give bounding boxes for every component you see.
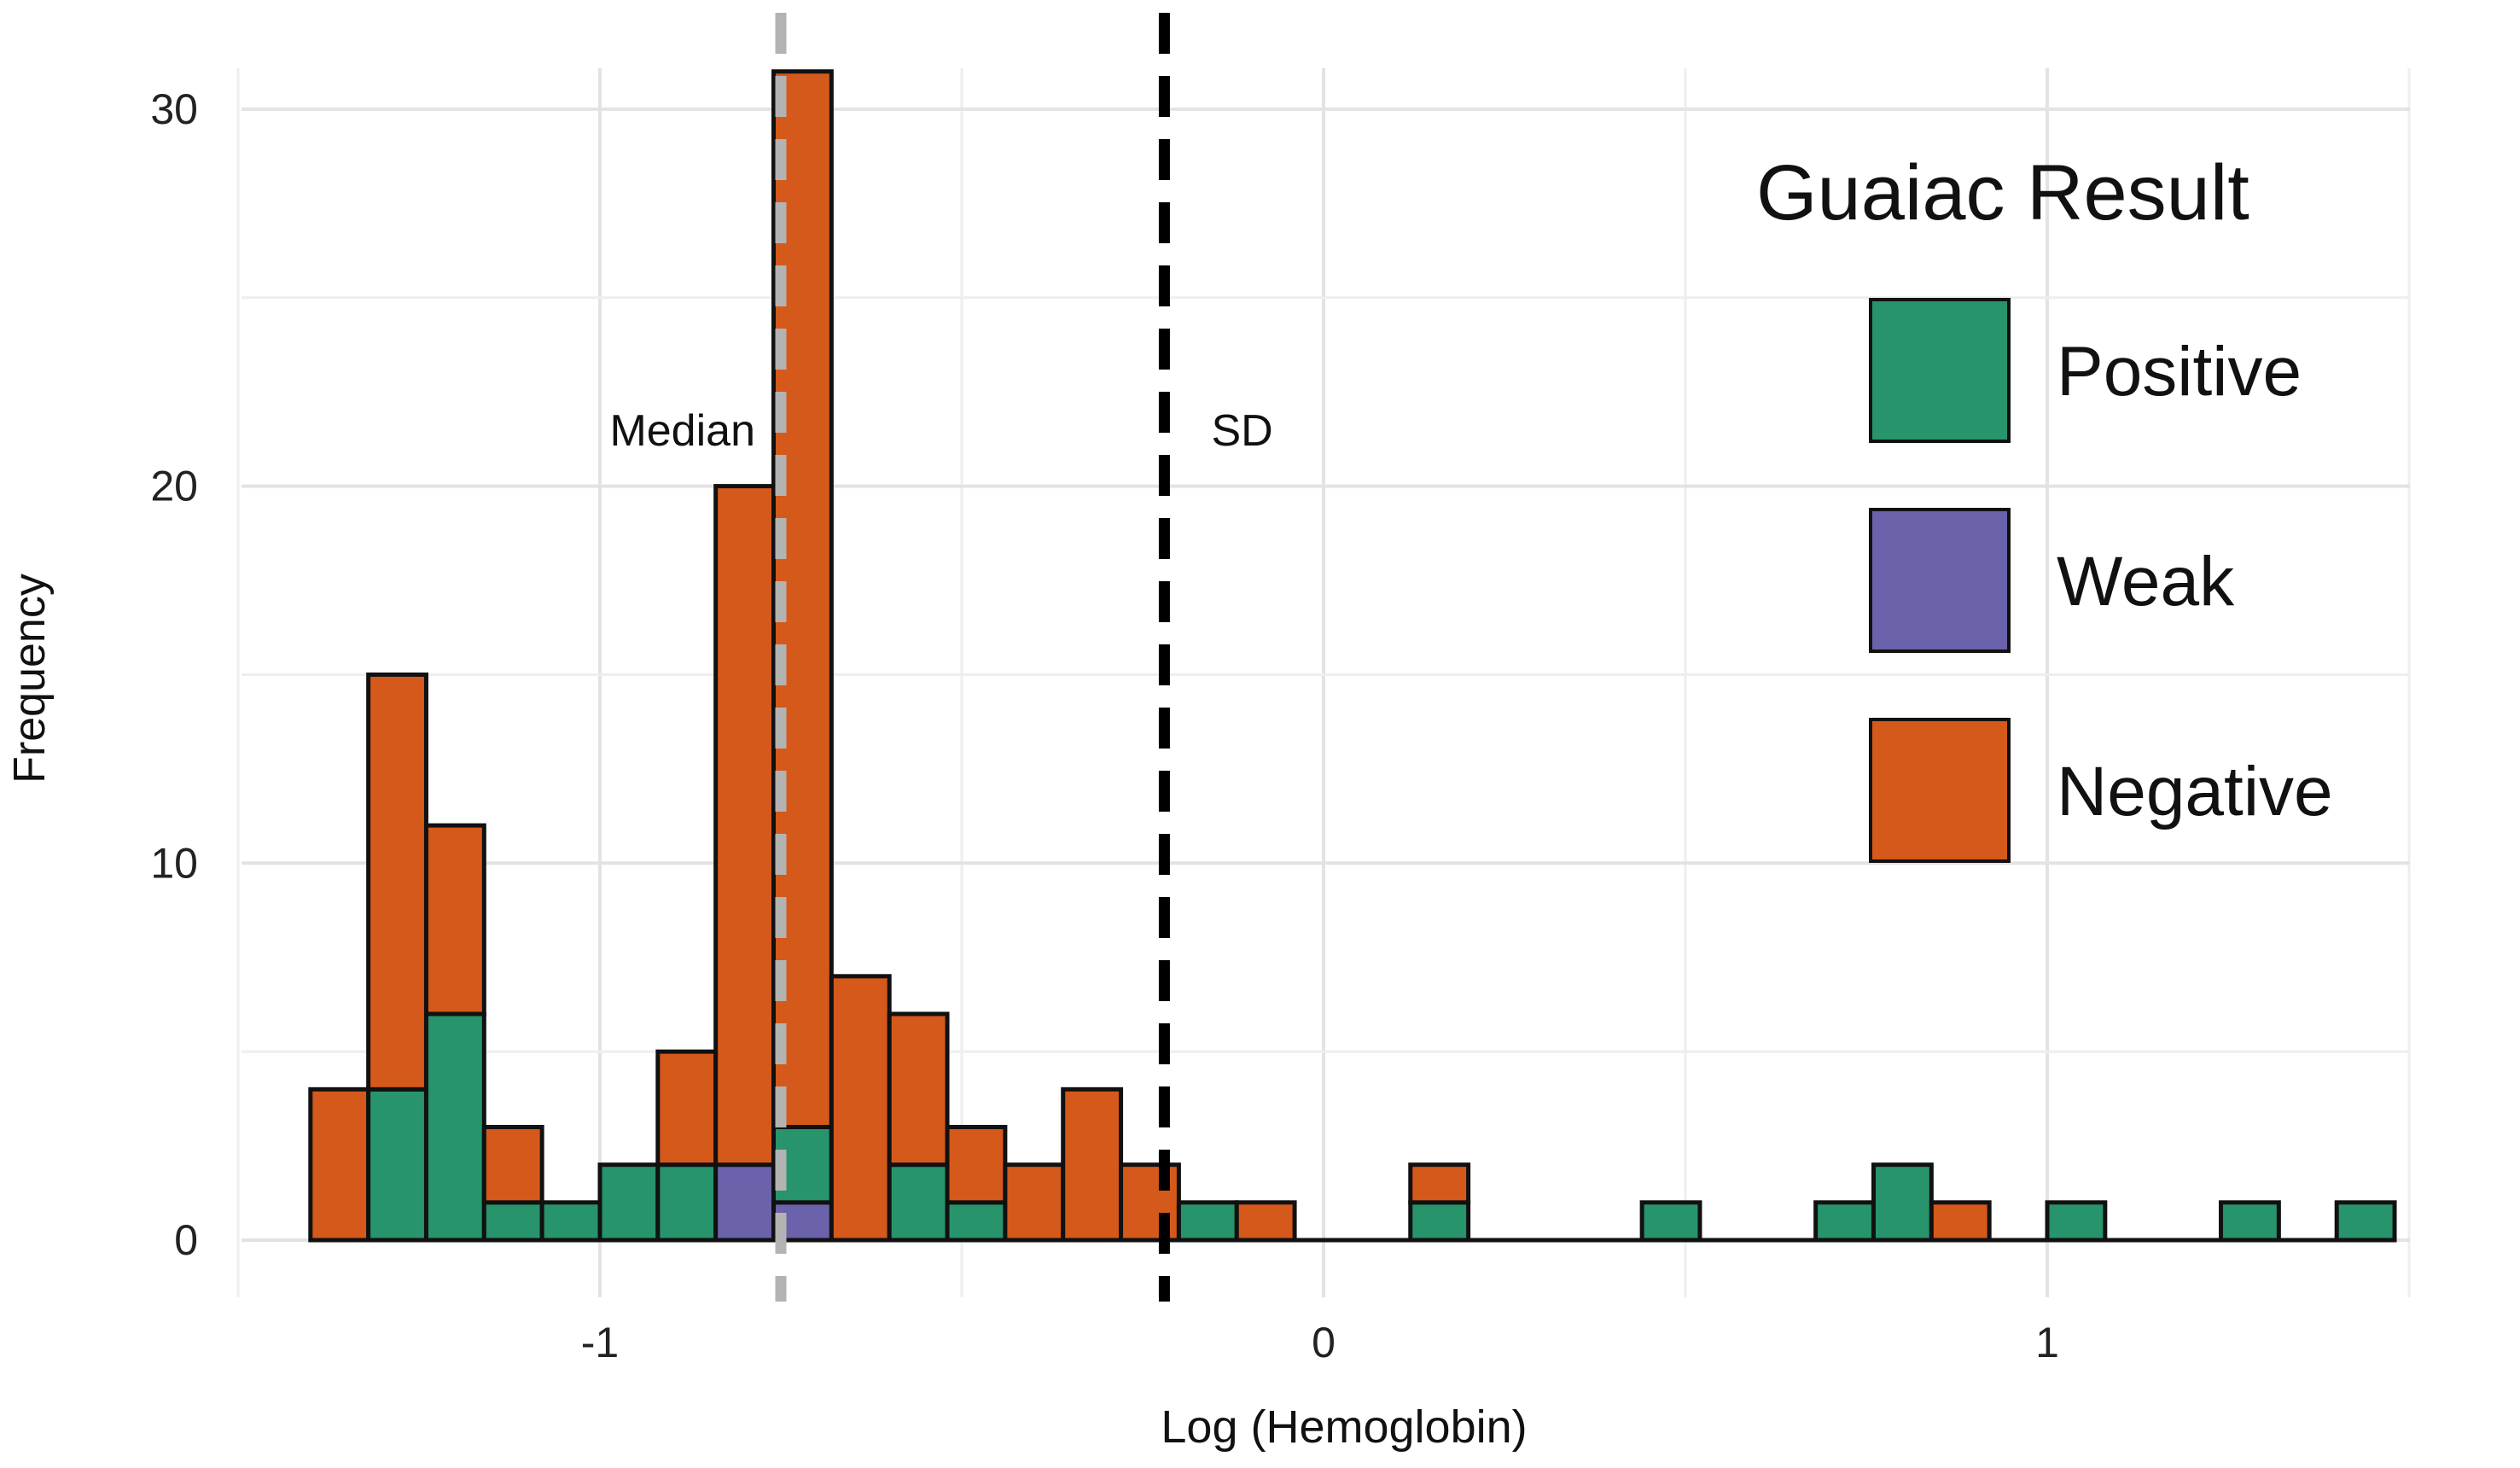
bar-positive xyxy=(1408,1200,1471,1243)
x-tick-label: 1 xyxy=(2035,1319,2059,1366)
bar-negative xyxy=(713,484,777,1168)
legend-key-positive xyxy=(1869,298,2011,443)
legend: Positive Weak Negative xyxy=(1869,298,2333,863)
y-tick-label: 0 xyxy=(174,1216,198,1264)
bar-positive xyxy=(539,1200,602,1243)
x-axis-title: Log (Hemoglobin) xyxy=(1161,1401,1527,1453)
x-tick-label: -1 xyxy=(581,1319,619,1366)
legend-title: Guaiac Result xyxy=(1756,149,2249,236)
bar-negative xyxy=(481,1124,544,1205)
bar-negative xyxy=(1003,1162,1066,1243)
bar-negative xyxy=(1408,1162,1471,1205)
bar-positive xyxy=(1871,1162,1934,1243)
bar-positive xyxy=(2219,1200,2281,1243)
bar-negative xyxy=(1234,1200,1297,1243)
bar-negative xyxy=(887,1011,950,1168)
grid xyxy=(236,68,2411,1297)
bar-negative xyxy=(366,672,428,1092)
bar-positive xyxy=(655,1162,719,1243)
bar-negative xyxy=(945,1124,1008,1205)
bar-positive xyxy=(2334,1200,2397,1243)
bar-negative xyxy=(829,974,892,1243)
legend-key-weak xyxy=(1869,508,2011,653)
reference-label-median: Median xyxy=(609,406,755,456)
bar-positive xyxy=(1176,1200,1239,1243)
bar-positive xyxy=(597,1162,661,1243)
bar-positive xyxy=(481,1200,544,1243)
y-axis-title: Frequency xyxy=(5,574,55,784)
bar-positive xyxy=(1639,1200,1702,1243)
bar-positive xyxy=(366,1086,428,1243)
bar-negative xyxy=(1929,1200,1992,1243)
bar-positive xyxy=(2045,1200,2108,1243)
bar-negative xyxy=(1119,1162,1181,1243)
legend-label-positive: Positive xyxy=(2057,333,2302,411)
bars xyxy=(308,69,2397,1243)
bar-positive xyxy=(423,1011,486,1243)
bar-negative xyxy=(308,1086,371,1243)
legend-label-weak: Weak xyxy=(2057,543,2235,620)
x-tick-label: 0 xyxy=(1312,1319,1336,1366)
y-tick-label: 20 xyxy=(150,463,198,510)
bar-positive xyxy=(887,1162,950,1243)
legend-key-negative xyxy=(1869,718,2011,863)
y-tick-label: 10 xyxy=(150,839,198,887)
bar-negative xyxy=(655,1049,719,1168)
reference-label-sd: SD xyxy=(1211,406,1272,456)
bar-negative xyxy=(423,823,486,1017)
bar-negative xyxy=(1061,1086,1124,1243)
y-tick-label: 30 xyxy=(150,85,198,133)
bar-positive xyxy=(1813,1200,1876,1243)
legend-label-negative: Negative xyxy=(2057,753,2333,830)
bar-weak xyxy=(713,1162,777,1243)
bar-positive xyxy=(945,1200,1008,1243)
reference-lines: Median SD xyxy=(609,13,1273,1302)
